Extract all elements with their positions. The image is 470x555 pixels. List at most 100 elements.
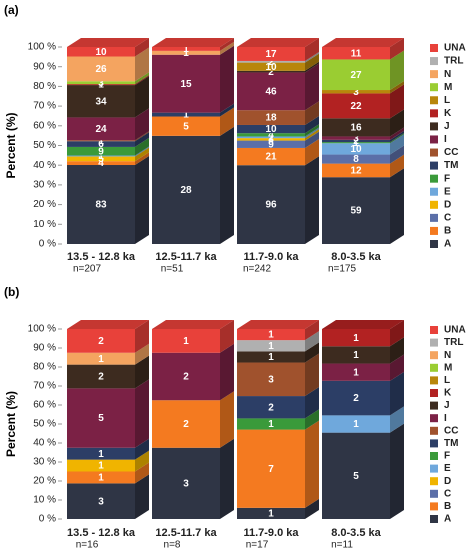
bar-side (305, 387, 319, 419)
bar-side (390, 127, 404, 140)
data-label: 1 (183, 44, 189, 55)
data-label: 24 (95, 124, 107, 135)
bar-segment (322, 415, 390, 433)
bar-segment (322, 143, 390, 155)
bar-segment (152, 400, 220, 448)
data-label: 10 (265, 62, 277, 73)
bar-segment (237, 110, 305, 125)
y-tick-label: 10 % (33, 219, 56, 230)
y-tick-label: 80 % (33, 362, 56, 373)
data-label: 1 (183, 110, 189, 121)
legend-label: C (444, 213, 451, 224)
legend-label: TM (444, 160, 458, 171)
data-label: 1 (353, 367, 359, 378)
legend-label: E (444, 463, 451, 474)
bar-segment (322, 154, 390, 164)
bar-side (220, 107, 234, 136)
bar-side (305, 498, 319, 519)
y-tick-label: 60 % (33, 120, 56, 131)
legend-swatch (430, 83, 438, 92)
legend-label: B (444, 226, 451, 237)
y-tick-label: 30 % (33, 457, 56, 468)
bar-segment (67, 471, 135, 484)
legend-label: C (444, 488, 451, 499)
data-label: 28 (180, 185, 192, 196)
bar-side (305, 353, 319, 397)
data-label: 9 (268, 139, 274, 150)
y-tick-label: 50 % (33, 140, 56, 151)
bar-segment (237, 507, 305, 519)
legend-label: UNA (444, 325, 466, 336)
bar-segment (322, 59, 390, 91)
bar-side (135, 108, 149, 141)
bar-segment (67, 156, 135, 162)
bar-segment (67, 81, 135, 85)
data-label: 1 (353, 350, 359, 361)
data-label: 2 (98, 372, 104, 383)
bar-side (220, 391, 234, 448)
bar-segment (152, 447, 220, 519)
bar-segment (237, 138, 305, 141)
data-label: 5 (98, 413, 104, 424)
data-label: 16 (350, 123, 362, 134)
y-tick-label: 40 % (33, 160, 56, 171)
y-tick-label: 90 % (33, 61, 56, 72)
bar-segment (67, 161, 135, 166)
bar-side (390, 84, 404, 119)
bar-segment (67, 56, 135, 82)
bar-side (305, 331, 319, 352)
legend-label: K (444, 388, 452, 399)
bar-top (67, 320, 149, 329)
legend-label: I (444, 134, 447, 145)
bar-segment (237, 429, 305, 508)
bar-segment (237, 62, 305, 71)
bar-side (135, 438, 149, 460)
legend-label: CC (444, 425, 458, 436)
bar-side (390, 109, 404, 137)
legend-swatch (430, 109, 438, 118)
y-tick-label: 20 % (33, 199, 56, 210)
legend-swatch (430, 326, 438, 334)
bar-side (135, 76, 149, 118)
legend-swatch (430, 174, 438, 183)
bar-side (390, 134, 404, 155)
legend-swatch (430, 187, 438, 196)
legend-label: UNA (444, 43, 466, 54)
legend-swatch (430, 96, 438, 105)
y-tick-label: 10 % (33, 495, 56, 506)
bar-side (135, 137, 149, 156)
bar-side (305, 53, 319, 71)
bar-side (220, 103, 234, 117)
data-label: 1 (268, 341, 274, 352)
legend-swatch (430, 213, 438, 222)
bar-side (135, 131, 149, 142)
data-label: 7 (268, 464, 274, 475)
x-tick-label: 8.0-3.5 ka (331, 527, 381, 539)
data-label: 22 (350, 101, 362, 112)
data-label: 10 (95, 47, 107, 58)
data-label: 11 (351, 48, 362, 59)
data-label: 1 (268, 419, 274, 430)
y-tick-label: 80 % (33, 81, 56, 92)
legend-swatch (430, 376, 438, 385)
bar-segment (237, 351, 305, 363)
data-label: 3 (268, 374, 274, 385)
legend-swatch (430, 161, 438, 170)
legend-swatch (430, 200, 438, 209)
bar-segment (67, 447, 135, 460)
bar-side (135, 146, 149, 157)
legend-swatch (430, 363, 438, 372)
bar-side (135, 147, 149, 162)
bar-segment (67, 140, 135, 142)
bar-segment (322, 136, 390, 140)
bar-side (390, 337, 404, 364)
bar-side (220, 45, 234, 113)
data-label: 2 (268, 402, 274, 413)
bar-segment (67, 84, 135, 86)
legend-swatch (430, 226, 438, 235)
bar-top (152, 320, 234, 329)
legend-label: J (444, 121, 450, 132)
bar-side (305, 124, 319, 137)
bar-segment (67, 47, 135, 57)
